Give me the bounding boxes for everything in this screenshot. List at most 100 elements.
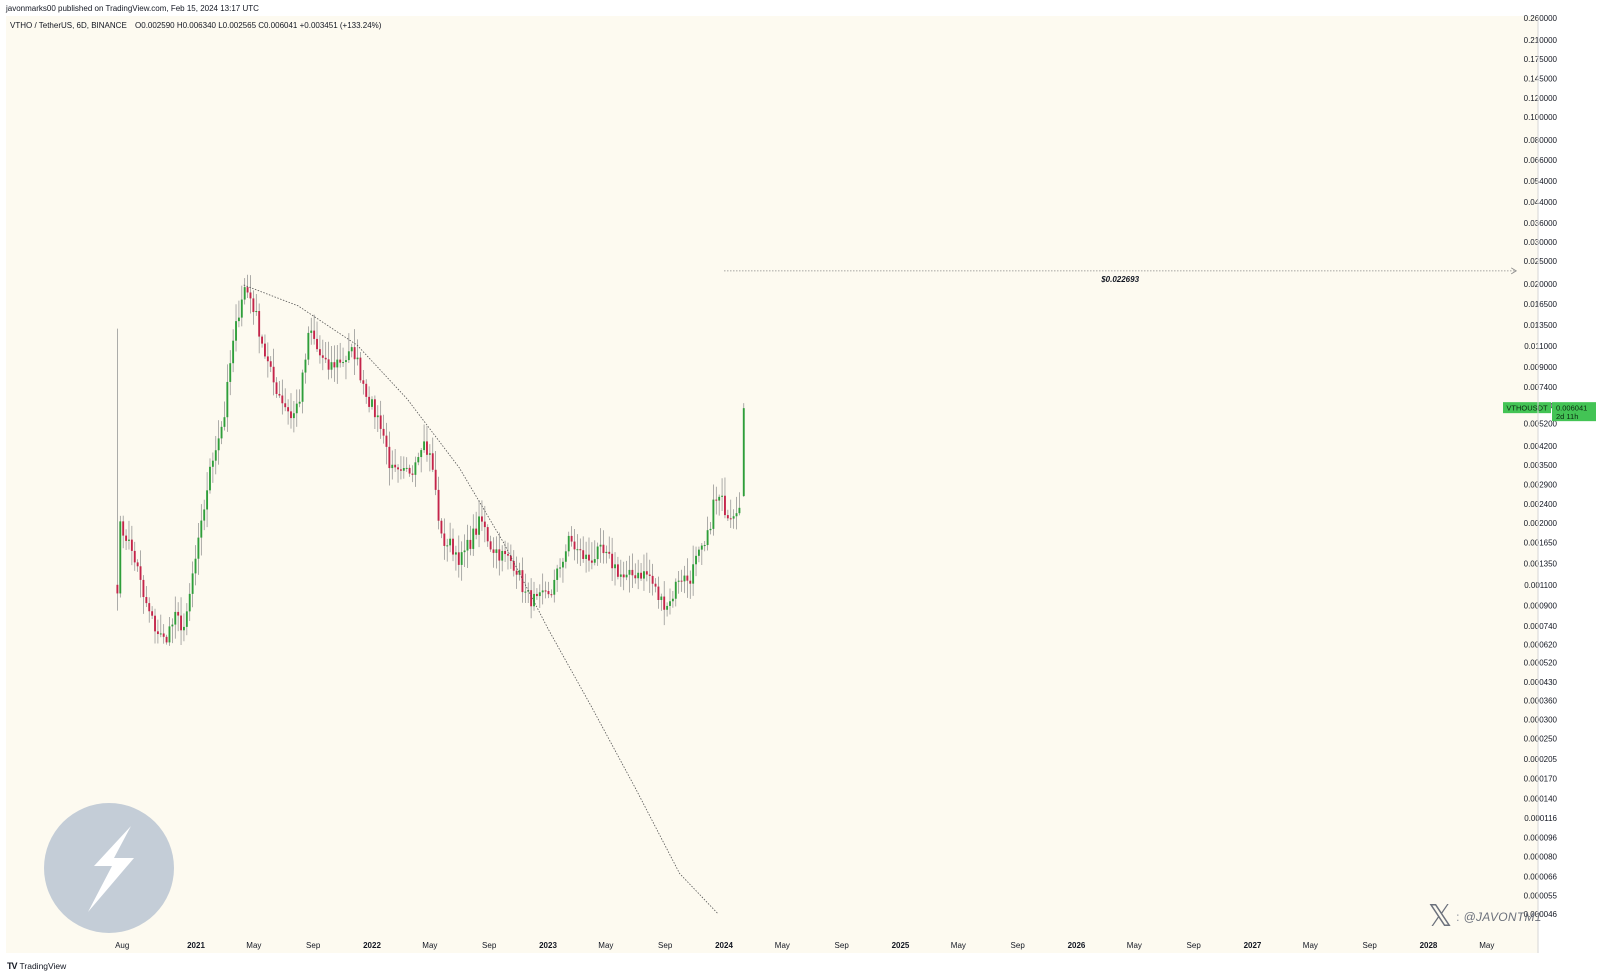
candle-body: [553, 579, 556, 595]
tradingview-brand[interactable]: ΤV TradingView: [7, 961, 66, 971]
x-tick-label: Sep: [835, 941, 850, 950]
bolt-logo-circle: [44, 803, 174, 933]
x-tick-label: 2025: [892, 941, 910, 950]
watermark-colon: :: [1456, 910, 1460, 924]
candle-body: [333, 362, 336, 368]
candle-body: [420, 450, 423, 458]
candle-body: [509, 555, 512, 561]
y-tick-label: 0.000046: [1524, 910, 1558, 919]
candle-body: [211, 460, 214, 467]
plot-area[interactable]: [6, 16, 1538, 953]
candle-body: [405, 467, 408, 469]
candle-body: [379, 415, 382, 429]
candle-body: [480, 516, 483, 522]
x-tick-label: 2026: [1068, 941, 1086, 950]
y-tick-label: 0.066000: [1524, 156, 1558, 165]
candle-body: [614, 564, 616, 569]
x-tick-label: May: [1479, 941, 1494, 950]
candle-body: [541, 590, 544, 593]
y-tick-label: 0.000055: [1524, 891, 1558, 900]
candle-body: [148, 603, 151, 612]
candle-body: [686, 575, 689, 581]
candle-body: [550, 594, 553, 596]
candle-body: [214, 450, 217, 461]
candle-body: [391, 464, 394, 469]
candle-body: [605, 551, 608, 554]
x-tick-label: Sep: [482, 941, 497, 950]
candle-body: [637, 572, 640, 579]
candle-body: [183, 626, 185, 631]
candle-body: [177, 611, 180, 616]
candle-body: [203, 509, 206, 521]
candle-body: [498, 549, 501, 561]
y-tick-label: 0.000170: [1524, 774, 1558, 783]
candle-body: [174, 611, 177, 625]
candle-body: [426, 441, 428, 455]
candle-body: [321, 355, 324, 358]
candle-body: [478, 516, 480, 535]
candle-body: [304, 359, 307, 373]
candle-body: [486, 527, 489, 542]
candle-body: [428, 453, 431, 455]
y-tick-label: 0.000430: [1524, 678, 1558, 687]
candle-body: [576, 549, 579, 551]
target-label: $0.022693: [1100, 275, 1139, 284]
y-tick-label: 0.002400: [1524, 500, 1558, 509]
target-arrow-icon: [1511, 267, 1518, 275]
candle-body: [718, 496, 721, 501]
candle-body: [307, 332, 310, 360]
candle-body: [695, 555, 697, 565]
candle-body: [544, 590, 547, 592]
candle-body: [732, 516, 735, 519]
y-tick-label: 0.002000: [1524, 519, 1558, 528]
price-axis[interactable]: 0.260000 0.210000 0.175000 0.145000 0.120000…: [1524, 14, 1558, 919]
candle-body: [128, 539, 130, 541]
candle-body: [272, 366, 275, 383]
candle-body: [417, 457, 420, 463]
y-tick-label: 0.175000: [1524, 55, 1558, 64]
candle-body: [495, 549, 498, 553]
candle-body: [530, 590, 533, 607]
candle-body: [579, 549, 582, 551]
legend-symbol[interactable]: VTHO / TetherUS, 6D, BINANCE O0.002590 H…: [10, 21, 382, 30]
candle-body: [599, 544, 602, 547]
candle-body: [660, 596, 663, 600]
candle-body: [223, 417, 226, 427]
candle-body: [151, 611, 154, 616]
candle-body: [724, 495, 726, 516]
x-tick-label: May: [1127, 941, 1142, 950]
candle-body: [266, 356, 269, 362]
candle-body: [287, 407, 290, 412]
candle-body: [472, 528, 475, 549]
candle-body: [235, 321, 237, 341]
candle-body: [298, 401, 301, 404]
x-tick-label: Aug: [115, 941, 129, 950]
candle-body: [371, 399, 373, 407]
candle-body: [559, 567, 561, 569]
candle-body: [313, 330, 316, 339]
candle-body: [703, 545, 706, 547]
candle-body: [515, 570, 518, 575]
candle-body: [596, 546, 599, 560]
x-tick-label: 2027: [1244, 941, 1262, 950]
candle-body: [524, 591, 527, 593]
y-tick-label: 0.030000: [1524, 238, 1558, 247]
x-tick-label: May: [598, 941, 613, 950]
time-axis[interactable]: Aug 2021 May Sep 2022 May Sep 2023 May Sep 2024 May…: [115, 941, 1494, 950]
candle-body: [631, 569, 634, 576]
candle-body: [619, 574, 622, 577]
candle-body: [692, 564, 695, 584]
x-tick-label: Sep: [1187, 941, 1202, 950]
price-tag: [1552, 402, 1596, 422]
candle-body: [570, 535, 573, 542]
candle-body: [154, 615, 156, 632]
candle-body: [171, 624, 174, 627]
candle-body: [229, 363, 232, 382]
candle-body: [443, 533, 446, 546]
symbol-tag-label: VTHOUSDT: [1506, 404, 1548, 413]
y-tick-label: 0.000520: [1524, 658, 1558, 667]
watermark-handle: @JAVONTM1: [1463, 910, 1542, 924]
candle-body: [232, 340, 235, 364]
candle-body: [547, 590, 550, 595]
